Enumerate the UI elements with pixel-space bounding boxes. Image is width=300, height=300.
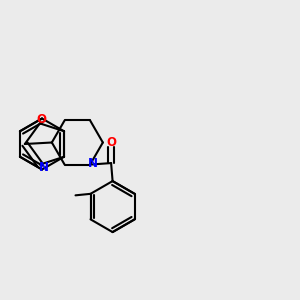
Text: N: N — [88, 157, 98, 169]
Text: O: O — [36, 113, 46, 126]
Text: O: O — [107, 136, 117, 148]
Text: N: N — [38, 160, 48, 173]
